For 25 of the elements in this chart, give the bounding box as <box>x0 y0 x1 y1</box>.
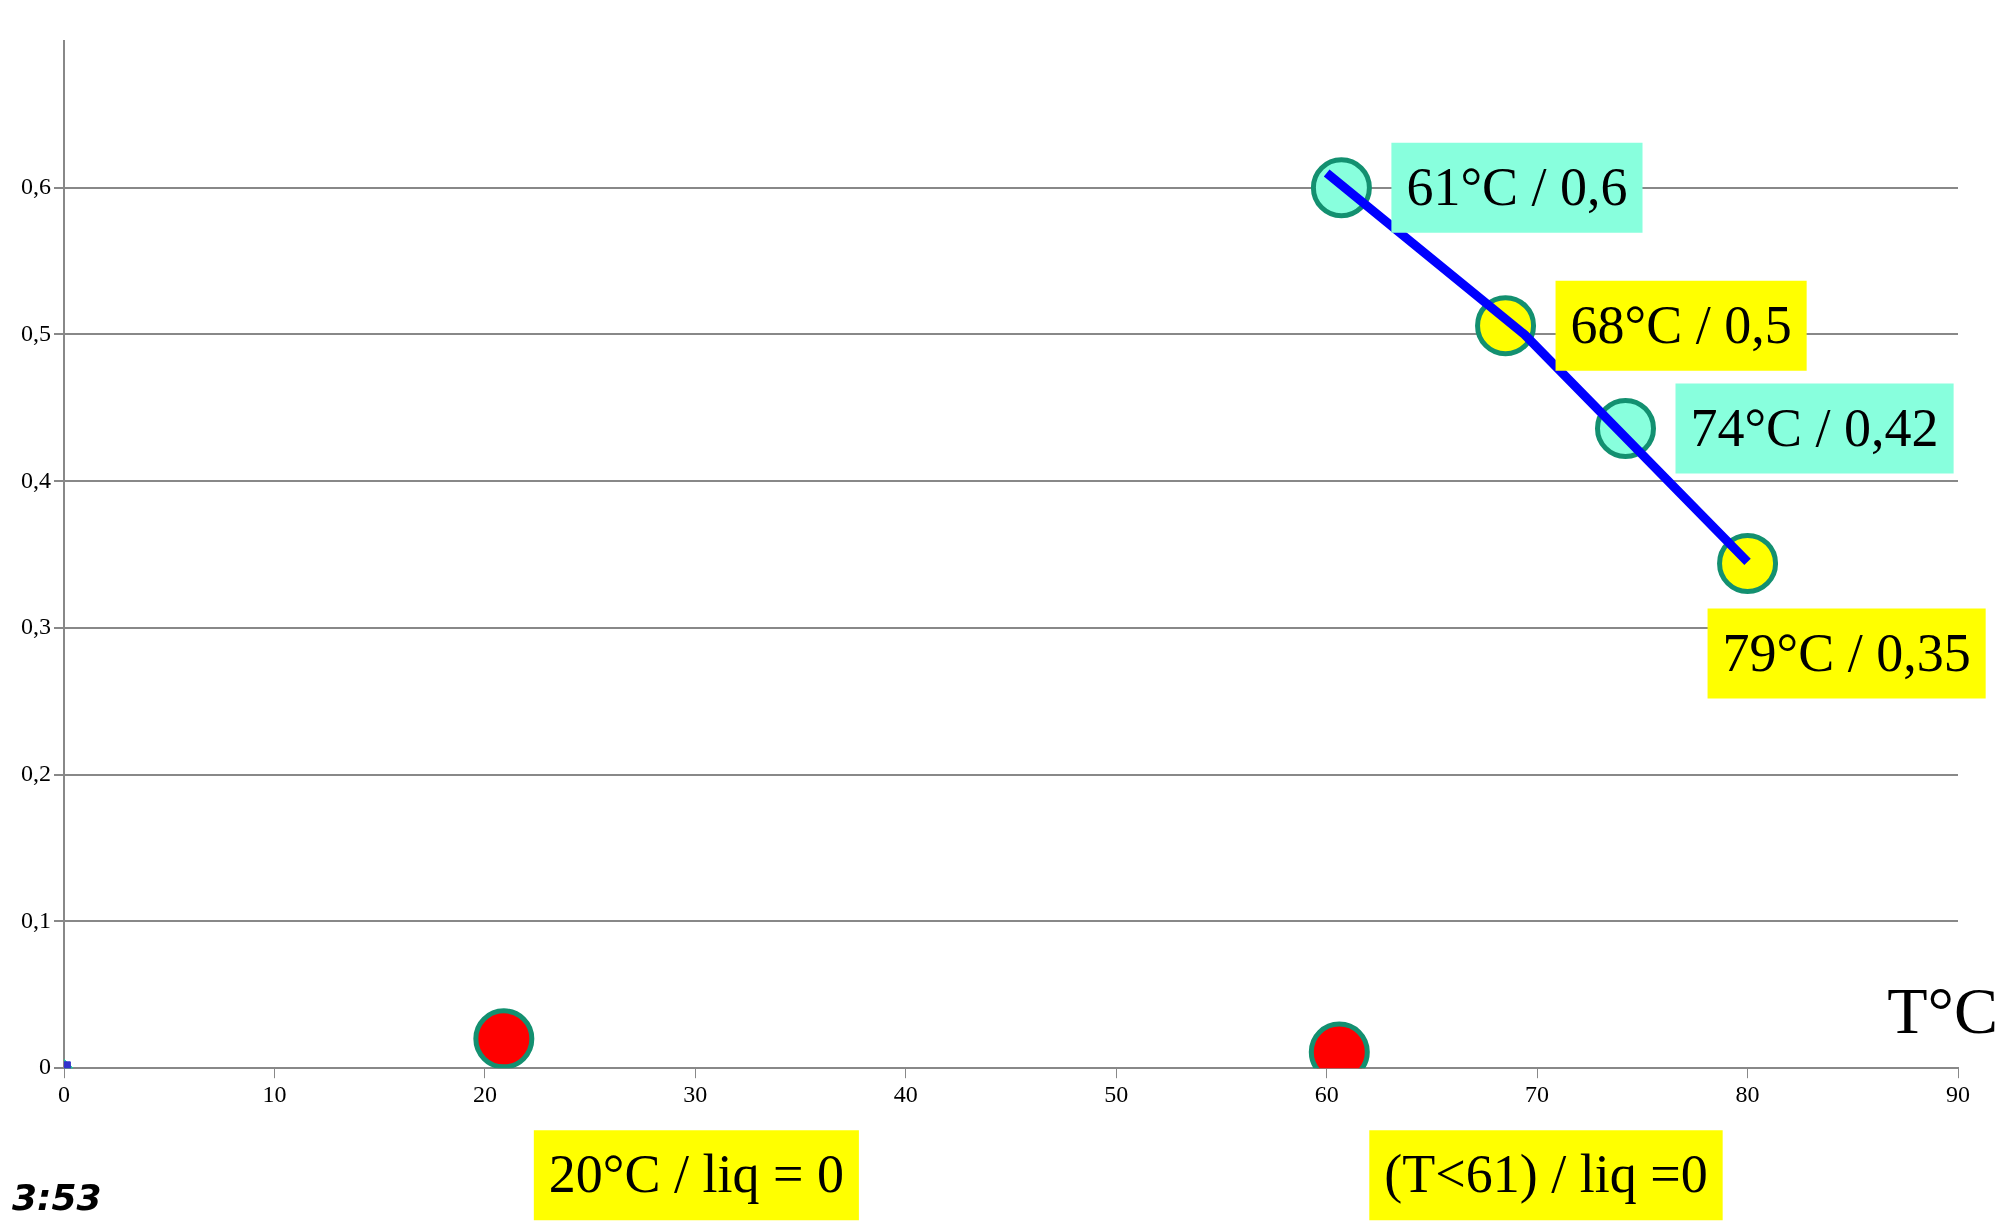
x-tick-label: 50 <box>1104 1080 1129 1107</box>
x-axis-title: T°C <box>1887 973 1998 1047</box>
annotation: 79°C / 0,35 <box>1722 622 1971 683</box>
y-tick-label: 0,4 <box>21 466 51 493</box>
annotation: 61°C / 0,6 <box>1406 156 1628 217</box>
x-tick-label: 60 <box>1314 1080 1339 1107</box>
annotation: 20°C / liq = 0 <box>548 1144 844 1205</box>
y-tick-label: 0,2 <box>21 760 51 787</box>
y-tick-label: 0,6 <box>21 173 51 200</box>
annotation: (T<61) / liq =0 <box>1384 1144 1708 1205</box>
y-tick-label: 0,3 <box>21 613 51 640</box>
text: 3:53 <box>12 1177 102 1219</box>
x-tick-label: 30 <box>683 1080 708 1107</box>
annotation: 68°C / 0,5 <box>1570 294 1792 355</box>
x-tick-label: 90 <box>1946 1080 1970 1107</box>
x-tick-label: 10 <box>262 1080 287 1107</box>
x-tick-label: 0 <box>58 1080 70 1107</box>
y-tick-label: 0,5 <box>21 319 51 346</box>
x-tick-label: 20 <box>472 1080 497 1107</box>
x-tick-label: 70 <box>1525 1080 1550 1107</box>
annotation: 74°C / 0,42 <box>1690 397 1939 458</box>
y-tick-label: 0 <box>39 1053 51 1080</box>
y-tick-label: 0,1 <box>21 906 51 933</box>
x-tick-label: 80 <box>1735 1080 1760 1107</box>
x-tick-label: 40 <box>893 1080 918 1107</box>
